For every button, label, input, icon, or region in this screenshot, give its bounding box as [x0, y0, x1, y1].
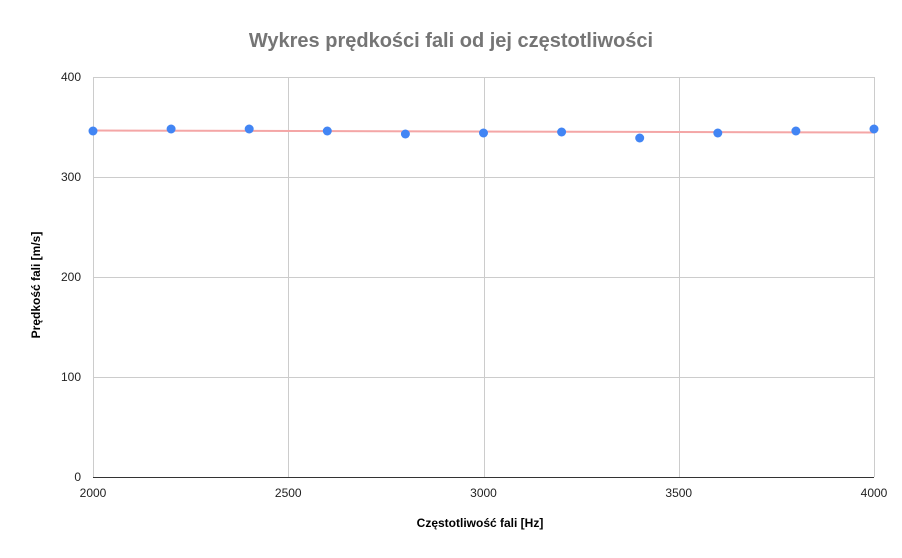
y-axis-title: Prędkość fali [m/s]	[29, 232, 43, 339]
x-axis-title: Częstotliwość fali [Hz]	[417, 516, 544, 530]
y-tick-label: 100	[61, 370, 81, 384]
y-tick-label: 400	[61, 70, 81, 84]
y-tick-label: 300	[61, 170, 81, 184]
data-point	[479, 128, 488, 138]
data-point	[791, 126, 801, 136]
x-tick-label: 2000	[80, 486, 107, 500]
data-point	[557, 127, 567, 137]
data-point	[869, 124, 879, 134]
data-point	[400, 129, 410, 139]
data-point	[635, 133, 645, 143]
y-axis-tick-labels: 0 100 200 300 400	[61, 70, 81, 484]
chart-title: Wykres prędkości fali od jej częstotliwo…	[249, 30, 653, 52]
data-points	[88, 124, 879, 143]
data-point	[713, 128, 723, 138]
x-axis-tick-labels: 2000 2500 3000 3500 4000	[80, 486, 888, 500]
x-tick-label: 2500	[275, 486, 302, 500]
data-point	[88, 126, 98, 136]
y-tick-label: 200	[61, 270, 81, 284]
data-point	[244, 124, 254, 134]
y-tick-label: 0	[74, 470, 81, 484]
data-point	[166, 124, 176, 134]
x-tick-label: 4000	[861, 486, 888, 500]
grid	[93, 77, 875, 477]
x-tick-label: 3500	[665, 486, 692, 500]
data-point	[322, 126, 332, 136]
x-tick-label: 3000	[470, 486, 497, 500]
